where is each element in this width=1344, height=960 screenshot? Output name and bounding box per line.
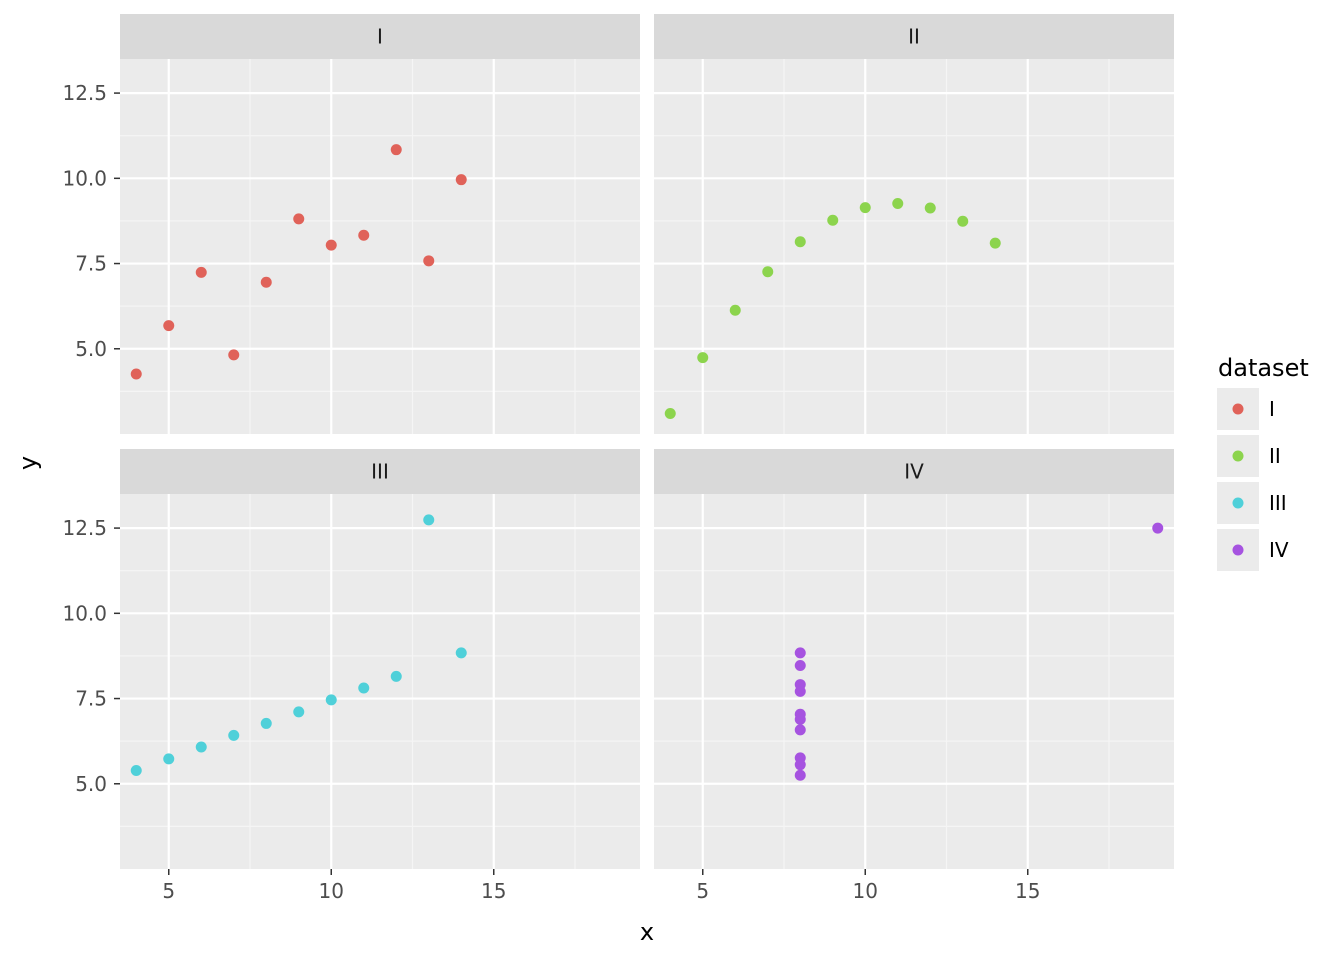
data-point <box>260 276 272 288</box>
facet-panel-2: II <box>654 14 1174 434</box>
data-point <box>794 647 806 659</box>
data-point <box>1152 522 1164 534</box>
data-point <box>423 255 435 267</box>
x-tick-label: 5 <box>696 879 709 903</box>
legend-label: IV <box>1269 538 1289 562</box>
data-point <box>794 679 806 691</box>
facet-strip <box>654 14 1174 59</box>
data-point <box>228 349 240 361</box>
x-tick-label: 10 <box>853 879 878 903</box>
data-point <box>892 198 904 210</box>
data-point <box>163 320 175 332</box>
data-point <box>455 174 467 186</box>
legend-key-dot <box>1232 450 1244 462</box>
y-tick-label: 10.0 <box>62 166 107 190</box>
data-point <box>163 753 175 765</box>
x-tick-label: 15 <box>481 879 506 903</box>
x-tick-label: 10 <box>319 879 344 903</box>
y-axis-title: y <box>14 456 42 470</box>
data-point <box>390 144 402 156</box>
panel-background <box>120 59 640 434</box>
data-point <box>423 514 435 526</box>
data-point <box>260 717 272 729</box>
facet-strip-label: I <box>377 25 383 49</box>
legend-label: III <box>1269 491 1287 515</box>
legend-entry-IV: IV <box>1217 529 1289 571</box>
x-axis-title: x <box>640 918 654 946</box>
data-point <box>924 202 936 214</box>
data-point <box>957 215 969 227</box>
legend-label: I <box>1269 397 1275 421</box>
data-point <box>293 213 305 225</box>
data-point <box>794 713 806 725</box>
data-point <box>859 202 871 214</box>
data-point <box>827 214 839 226</box>
data-point <box>228 729 240 741</box>
data-point <box>697 352 709 364</box>
legend-key-dot <box>1232 497 1244 509</box>
data-point <box>293 706 305 718</box>
facet-strip-label: IV <box>904 460 924 484</box>
data-point <box>390 670 402 682</box>
facet-strip <box>120 14 640 59</box>
facet-strip <box>654 449 1174 494</box>
data-point <box>130 368 142 380</box>
y-tick-label: 7.5 <box>75 252 107 276</box>
data-point <box>762 266 774 278</box>
data-point <box>358 229 370 241</box>
legend-key-dot <box>1232 544 1244 556</box>
data-point <box>794 724 806 736</box>
data-point <box>989 237 1001 249</box>
facet-strip <box>120 449 640 494</box>
y-tick-label: 7.5 <box>75 687 107 711</box>
data-point <box>195 266 207 278</box>
facet-panel-3: III 5.0 7.5 10.0 12.5 5 10 15 <box>62 449 640 903</box>
data-point <box>794 769 806 781</box>
facet-panel-4: IV 5 10 15 <box>654 449 1174 903</box>
data-point <box>195 741 207 753</box>
data-point <box>794 236 806 248</box>
data-point <box>729 304 741 316</box>
x-tick-label: 15 <box>1015 879 1040 903</box>
legend-key-dot <box>1232 403 1244 415</box>
facet-strip-label: II <box>908 25 920 49</box>
facet-strip-label: III <box>371 460 389 484</box>
y-tick-label: 12.5 <box>62 516 107 540</box>
legend-entry-II: II <box>1217 435 1281 477</box>
data-point <box>358 682 370 694</box>
data-point <box>794 659 806 671</box>
data-point <box>130 764 142 776</box>
legend-title: dataset <box>1218 354 1309 382</box>
panel-background <box>120 494 640 869</box>
data-point <box>325 239 337 251</box>
x-tick-label: 5 <box>162 879 175 903</box>
y-tick-label: 10.0 <box>62 601 107 625</box>
data-point <box>794 759 806 771</box>
facet-panel-1: I 5.0 7.5 10.0 12.5 <box>62 14 640 434</box>
data-point <box>455 647 467 659</box>
y-tick-label: 5.0 <box>75 772 107 796</box>
legend-entry-III: III <box>1217 482 1287 524</box>
legend-label: II <box>1269 444 1281 468</box>
legend-entry-I: I <box>1217 388 1275 430</box>
data-point <box>325 694 337 706</box>
data-point <box>664 408 676 420</box>
y-tick-label: 12.5 <box>62 81 107 105</box>
panel-background <box>654 494 1174 869</box>
panel-background <box>654 59 1174 434</box>
y-tick-label: 5.0 <box>75 337 107 361</box>
